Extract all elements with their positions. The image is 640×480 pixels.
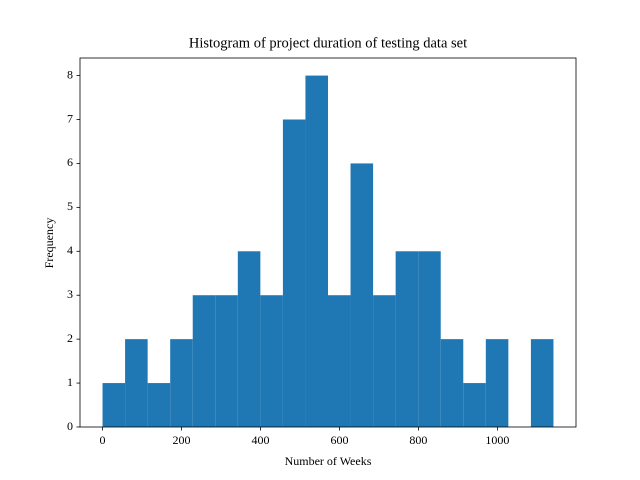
y-tick-label: 0 [67,419,73,433]
x-tick-label: 800 [409,433,427,447]
y-tick-label: 6 [67,155,73,169]
bar [395,251,419,427]
bar [192,295,216,427]
bar [440,339,464,427]
bar [237,251,261,427]
y-tick-label: 3 [67,287,73,301]
bar [485,339,509,427]
x-tick-label: 200 [173,433,191,447]
bar [125,339,148,427]
bar [463,383,486,427]
bar [282,119,306,427]
bar [305,75,328,428]
bar [170,339,193,427]
bar [102,383,126,427]
bar [418,251,441,427]
bar [328,295,351,427]
bar [215,295,238,427]
x-tick-label: 400 [251,433,269,447]
y-tick-label: 7 [67,111,73,125]
plot-area [102,75,554,428]
x-tick-label: 600 [330,433,348,447]
y-tick-label: 2 [67,331,73,345]
y-tick-label: 1 [67,375,73,389]
bar [373,295,396,427]
bar [260,295,283,427]
bar [350,163,374,427]
x-axis-label: Number of Weeks [285,454,372,468]
x-tick-label: 1000 [485,433,509,447]
y-tick-label: 4 [67,243,73,257]
axes-frame [79,57,577,428]
y-axis-label: Frequency [42,218,56,269]
chart-title: Histogram of project duration of testing… [189,35,467,51]
bar [147,383,171,427]
bar [530,339,554,427]
x-tick-label: 0 [100,433,106,447]
y-tick-label: 5 [67,199,73,213]
y-tick-label: 8 [67,67,73,81]
